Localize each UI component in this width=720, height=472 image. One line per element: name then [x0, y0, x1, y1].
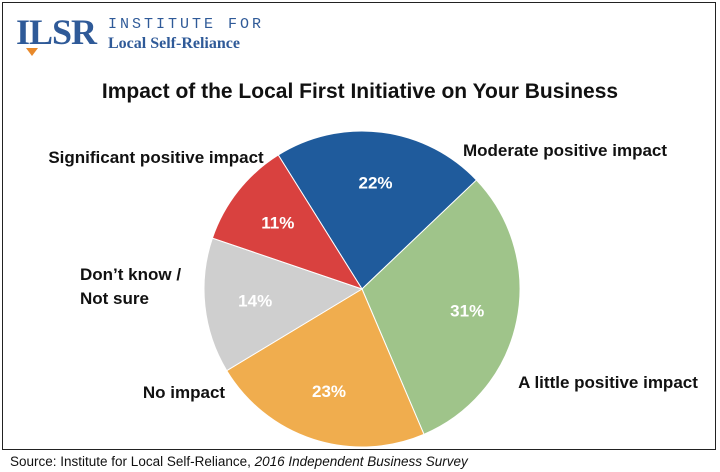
logo-drop-icon — [26, 48, 38, 56]
logo-mark: ILSR — [16, 12, 97, 52]
slice-percent-0: 22% — [358, 173, 392, 192]
source-work: 2016 Independent Business Survey — [254, 454, 468, 469]
pie-slice-2 — [226, 288, 425, 448]
slice-label-0: Moderate positive impact — [463, 141, 667, 160]
pie-slice-4 — [211, 154, 364, 290]
source-note: Source: Institute for Local Self-Relianc… — [10, 454, 468, 469]
logo-line-2: Local Self-Reliance — [108, 35, 240, 52]
chart-title: Impact of the Local First Initiative on … — [101, 80, 619, 103]
pie-slice-3 — [203, 237, 364, 372]
pie-slice-1 — [361, 179, 521, 435]
slice-label-2: No impact — [143, 383, 226, 402]
logo-line-1: INSTITUTE FOR — [108, 16, 265, 33]
slice-percent-1: 31% — [450, 302, 484, 321]
slice-percent-2: 23% — [312, 382, 346, 401]
slice-percent-3: 14% — [238, 292, 272, 311]
slice-label-3: Don’t know / Not sure — [80, 265, 181, 308]
slice-label-1: A little positive impact — [518, 373, 698, 392]
slice-label-4: Significant positive impact — [48, 148, 264, 167]
slice-percent-4: 11% — [261, 213, 294, 232]
source-prefix: Source: Institute for Local Self-Relianc… — [10, 454, 255, 469]
pie-slice-0 — [277, 130, 478, 290]
